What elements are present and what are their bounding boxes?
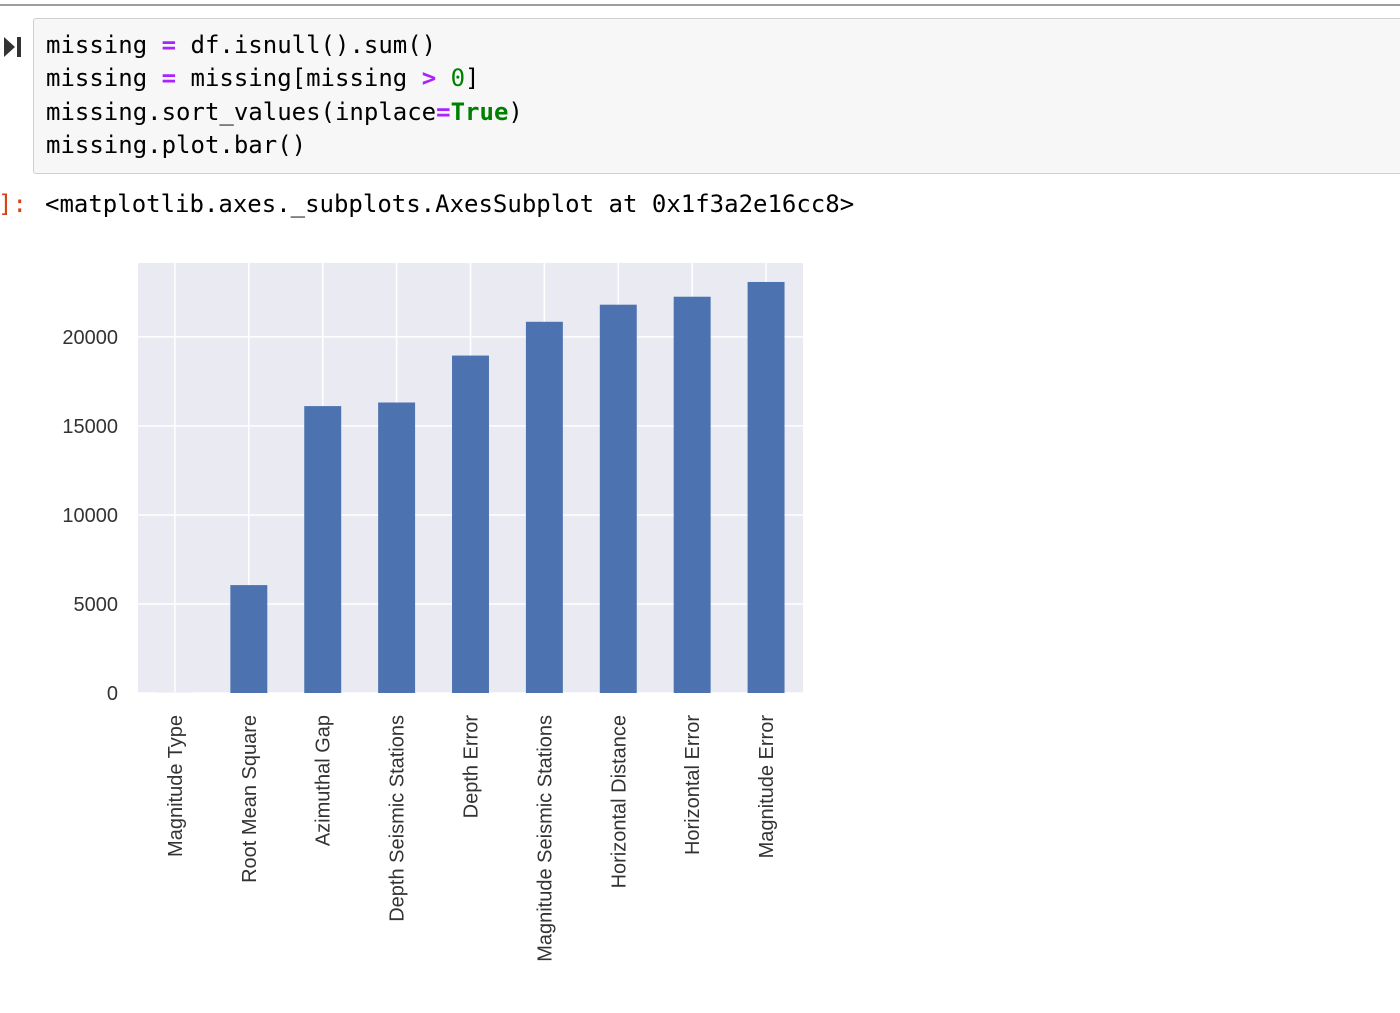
code-token: missing xyxy=(46,31,162,59)
output-repr-text: <matplotlib.axes._subplots.AxesSubplot a… xyxy=(45,190,855,218)
code-token: missing.sort_values(inplace xyxy=(46,97,437,126)
bar xyxy=(452,355,489,693)
code-token: True xyxy=(450,97,509,126)
code-token: = xyxy=(161,64,177,93)
run-cell-icon[interactable] xyxy=(3,36,23,58)
x-tick-label: Depth Error xyxy=(461,715,483,819)
code-token: = xyxy=(436,97,451,126)
cell-top-border xyxy=(0,4,1400,6)
x-tick-label: Depth Seismic Stations xyxy=(387,715,409,922)
x-tick-label: Root Mean Square xyxy=(239,715,261,883)
code-token xyxy=(436,64,450,92)
x-tick-label: Azimuthal Gap xyxy=(313,715,335,846)
x-tick-labels: Magnitude Type Root Mean Square Azimuthal … xyxy=(165,715,778,962)
x-tick-label: Magnitude Error xyxy=(756,715,778,859)
y-tick-label: 0 xyxy=(107,683,118,705)
x-tick-label: Magnitude Seismic Stations xyxy=(534,715,556,962)
code-token: missing.plot.bar() xyxy=(46,131,307,160)
bar-chart: 0 5000 10000 15000 20000 Magnitude Type Root … xyxy=(62,263,803,962)
x-tick-label: Horizontal Distance xyxy=(608,715,630,888)
y-tick-label: 15000 xyxy=(62,416,118,438)
code-token: ) xyxy=(508,97,523,126)
output-prompt: ]: xyxy=(0,190,27,218)
y-tick-labels: 0 5000 10000 15000 20000 xyxy=(62,327,118,705)
bar xyxy=(230,585,268,693)
code-line: missing = missing[missing > 0] xyxy=(46,64,480,92)
bar xyxy=(525,321,563,693)
code-token: = xyxy=(161,31,177,59)
bar xyxy=(599,304,637,693)
code-token: missing xyxy=(46,64,162,93)
code-token: missing[missing xyxy=(176,64,422,93)
code-editor[interactable]: missing = df.isnull().sum() missing = mi… xyxy=(46,29,523,163)
bar xyxy=(304,406,342,693)
code-cell-input[interactable]: missing = df.isnull().sum() missing = mi… xyxy=(33,18,1400,174)
code-token: ] xyxy=(465,64,480,93)
code-token: 0 xyxy=(450,64,466,93)
code-token: > xyxy=(421,64,437,93)
code-line: missing.plot.bar() xyxy=(46,131,306,159)
bar xyxy=(673,296,711,693)
y-tick-label: 5000 xyxy=(74,594,119,616)
code-token: df.isnull().sum() xyxy=(176,31,437,59)
bar xyxy=(747,281,785,693)
x-tick-label: Horizontal Error xyxy=(682,715,704,855)
code-line: missing.sort_values(inplace=True) xyxy=(46,98,523,126)
code-line: missing = df.isnull().sum() xyxy=(46,31,436,59)
bar xyxy=(378,402,416,693)
y-tick-label: 20000 xyxy=(62,327,118,349)
x-tick-label: Magnitude Type xyxy=(165,715,187,857)
y-tick-label: 10000 xyxy=(62,505,118,527)
bars xyxy=(156,281,785,693)
